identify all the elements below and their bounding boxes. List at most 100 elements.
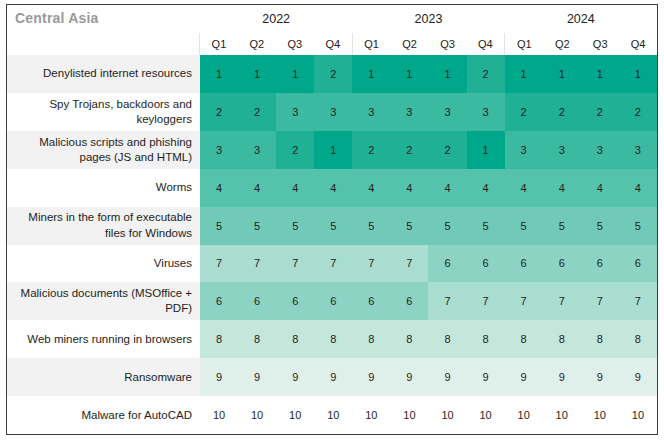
heatmap-cell: 9 — [581, 358, 619, 396]
heatmap-cell: 8 — [428, 320, 466, 358]
heatmap-cell: 10 — [467, 396, 505, 434]
heatmap-cell: 5 — [390, 207, 428, 245]
row-label-text: Ransomware — [124, 370, 192, 385]
heatmap-cell: 10 — [276, 396, 314, 434]
heatmap-cell: 1 — [428, 55, 466, 93]
heatmap-cell: 9 — [238, 358, 276, 396]
heatmap-cell: 4 — [200, 169, 238, 207]
row-label-text: Miners in the form of executable files f… — [15, 210, 192, 240]
row-label: Denylisted internet resources — [7, 55, 200, 93]
table-row: Ransomware999999999999 — [7, 358, 657, 396]
heatmap-cell: 3 — [505, 131, 543, 169]
heatmap-cell: 3 — [581, 131, 619, 169]
row-label: Miners in the form of executable files f… — [7, 207, 200, 245]
heatmap-cell: 3 — [352, 93, 390, 131]
heatmap-cell: 7 — [390, 245, 428, 283]
heatmap-cell: 6 — [505, 245, 543, 283]
heatmap-cell: 7 — [238, 245, 276, 283]
year-header-2024: 2024 — [505, 5, 657, 33]
heatmap-cell: 8 — [505, 320, 543, 358]
heatmap-cell: 6 — [238, 282, 276, 320]
heatmap-cell: 6 — [352, 282, 390, 320]
table-row: Malware for AutoCAD101010101010101010101… — [7, 396, 657, 434]
quarter-header-spacer — [7, 33, 200, 55]
row-label: Spy Trojans, backdoors and keyloggers — [7, 93, 200, 131]
heatmap-cell: 2 — [581, 93, 619, 131]
row-label-text: Malware for AutoCAD — [81, 408, 192, 423]
heatmap-cell: 2 — [352, 131, 390, 169]
row-label-text: Spy Trojans, backdoors and keyloggers — [15, 97, 192, 127]
heatmap-cell: 5 — [467, 207, 505, 245]
heatmap-cell: 3 — [276, 93, 314, 131]
quarter-header: Q4 — [314, 33, 352, 55]
heatmap-cell: 8 — [467, 320, 505, 358]
heatmap-cell: 7 — [428, 282, 466, 320]
heatmap-cell: 6 — [467, 245, 505, 283]
heatmap-cell: 9 — [428, 358, 466, 396]
row-label: Ransomware — [7, 358, 200, 396]
year-header-row: Central Asia 202220232024 — [7, 5, 657, 33]
heatmap-cell: 9 — [505, 358, 543, 396]
row-label: Viruses — [7, 245, 200, 283]
heatmap-cell: 3 — [543, 131, 581, 169]
heatmap-cell: 6 — [314, 282, 352, 320]
heatmap-panel: Central Asia 202220232024 Q1Q2Q3Q4Q1Q2Q3… — [6, 4, 658, 435]
heatmap-cell: 1 — [581, 55, 619, 93]
heatmap-cell: 10 — [200, 396, 238, 434]
row-label-text: Viruses — [154, 256, 192, 271]
heatmap-cell: 5 — [619, 207, 657, 245]
heatmap-cell: 4 — [543, 169, 581, 207]
year-header-2023: 2023 — [352, 5, 504, 33]
heatmap-cell: 6 — [428, 245, 466, 283]
heatmap-cell: 2 — [543, 93, 581, 131]
heatmap-cell: 5 — [581, 207, 619, 245]
heatmap-cell: 5 — [276, 207, 314, 245]
heatmap-cell: 10 — [543, 396, 581, 434]
quarter-header: Q2 — [391, 33, 429, 55]
heatmap-cell: 2 — [619, 93, 657, 131]
heatmap-cell: 9 — [390, 358, 428, 396]
heatmap-cell: 7 — [276, 245, 314, 283]
heatmap-cell: 9 — [314, 358, 352, 396]
row-label-text: Worms — [156, 180, 192, 195]
heatmap-cell: 7 — [543, 282, 581, 320]
row-label: Malicious scripts and phishing pages (JS… — [7, 131, 200, 169]
heatmap-cell: 9 — [467, 358, 505, 396]
heatmap-cell: 9 — [200, 358, 238, 396]
heatmap-cell: 10 — [428, 396, 466, 434]
heatmap-cell: 8 — [352, 320, 390, 358]
quarter-header: Q3 — [429, 33, 467, 55]
heatmap-cell: 10 — [238, 396, 276, 434]
heatmap-cell: 3 — [428, 93, 466, 131]
heatmap-cell: 5 — [505, 207, 543, 245]
heatmap-cell: 6 — [543, 245, 581, 283]
heatmap-cell: 4 — [276, 169, 314, 207]
heatmap-cell: 2 — [390, 131, 428, 169]
heatmap-cell: 7 — [581, 282, 619, 320]
heatmap-cell: 8 — [619, 320, 657, 358]
heatmap-cell: 4 — [619, 169, 657, 207]
table-row: Web miners running in browsers8888888888… — [7, 320, 657, 358]
heatmap-cell: 7 — [467, 282, 505, 320]
row-label-text: Web miners running in browsers — [27, 332, 192, 347]
table-row: Denylisted internet resources11121112111… — [7, 55, 657, 93]
heatmap-cell: 10 — [352, 396, 390, 434]
heatmap-cell: 1 — [467, 131, 505, 169]
heatmap-cell: 6 — [276, 282, 314, 320]
heatmap-cell: 8 — [276, 320, 314, 358]
heatmap-cell: 1 — [276, 55, 314, 93]
quarter-header: Q2 — [238, 33, 276, 55]
heatmap-cell: 3 — [238, 131, 276, 169]
heatmap-cell: 8 — [314, 320, 352, 358]
heatmap-cell: 2 — [200, 93, 238, 131]
heatmap-cell: 10 — [619, 396, 657, 434]
quarter-header: Q2 — [543, 33, 581, 55]
row-label-text: Malicious scripts and phishing pages (JS… — [15, 135, 192, 165]
heatmap-cell: 10 — [581, 396, 619, 434]
heatmap-cell: 7 — [505, 282, 543, 320]
row-label: Malicious documents (MSOffice + PDF) — [7, 282, 200, 320]
heatmap-cell: 5 — [314, 207, 352, 245]
heatmap-cell: 6 — [619, 245, 657, 283]
quarter-header: Q3 — [581, 33, 619, 55]
row-label: Web miners running in browsers — [7, 320, 200, 358]
